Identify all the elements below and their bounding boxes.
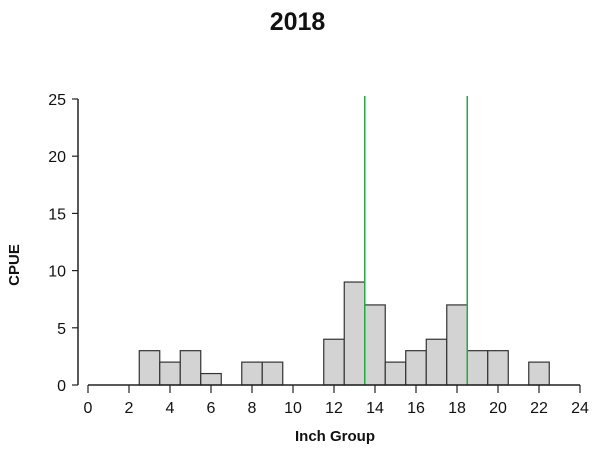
x-tick-label: 18	[448, 400, 466, 417]
histogram-bar	[528, 361, 550, 386]
histogram-bar	[179, 350, 202, 386]
histogram-bar	[466, 350, 489, 386]
histogram-bar	[241, 361, 263, 386]
x-axis-label: Inch Group	[295, 428, 375, 445]
y-tick-label: 10	[48, 264, 66, 281]
histogram-bar	[343, 281, 366, 386]
histogram-bar	[323, 338, 345, 386]
histogram-bar	[487, 350, 509, 386]
x-tick-label: 8	[248, 400, 257, 417]
x-tick-label: 6	[207, 400, 216, 417]
x-tick-label: 10	[284, 400, 302, 417]
x-tick-label: 4	[166, 400, 175, 417]
chart-title: 2018	[269, 8, 326, 36]
histogram-bar	[405, 350, 427, 386]
x-tick-label: 14	[366, 400, 384, 417]
x-tick-label: 22	[530, 400, 548, 417]
x-tick-label: 20	[489, 400, 507, 417]
y-tick-label: 0	[57, 378, 66, 395]
histogram-bar	[384, 361, 407, 386]
histogram-bar	[200, 372, 222, 386]
histogram-bar	[425, 338, 448, 386]
x-tick-label: 2	[125, 400, 134, 417]
histogram-bar	[364, 304, 386, 386]
y-tick-label: 15	[48, 206, 66, 223]
y-tick-label: 25	[48, 92, 66, 109]
histogram-bar	[446, 304, 468, 386]
histogram-bar	[159, 361, 181, 386]
x-tick-label: 16	[407, 400, 425, 417]
y-tick-label: 5	[57, 321, 66, 338]
y-tick-label: 20	[48, 149, 66, 166]
histogram-bar	[138, 350, 161, 386]
histogram-bar	[261, 361, 284, 386]
x-tick-label: 24	[571, 400, 589, 417]
x-tick-label: 12	[325, 400, 343, 417]
x-tick-label: 0	[84, 400, 93, 417]
